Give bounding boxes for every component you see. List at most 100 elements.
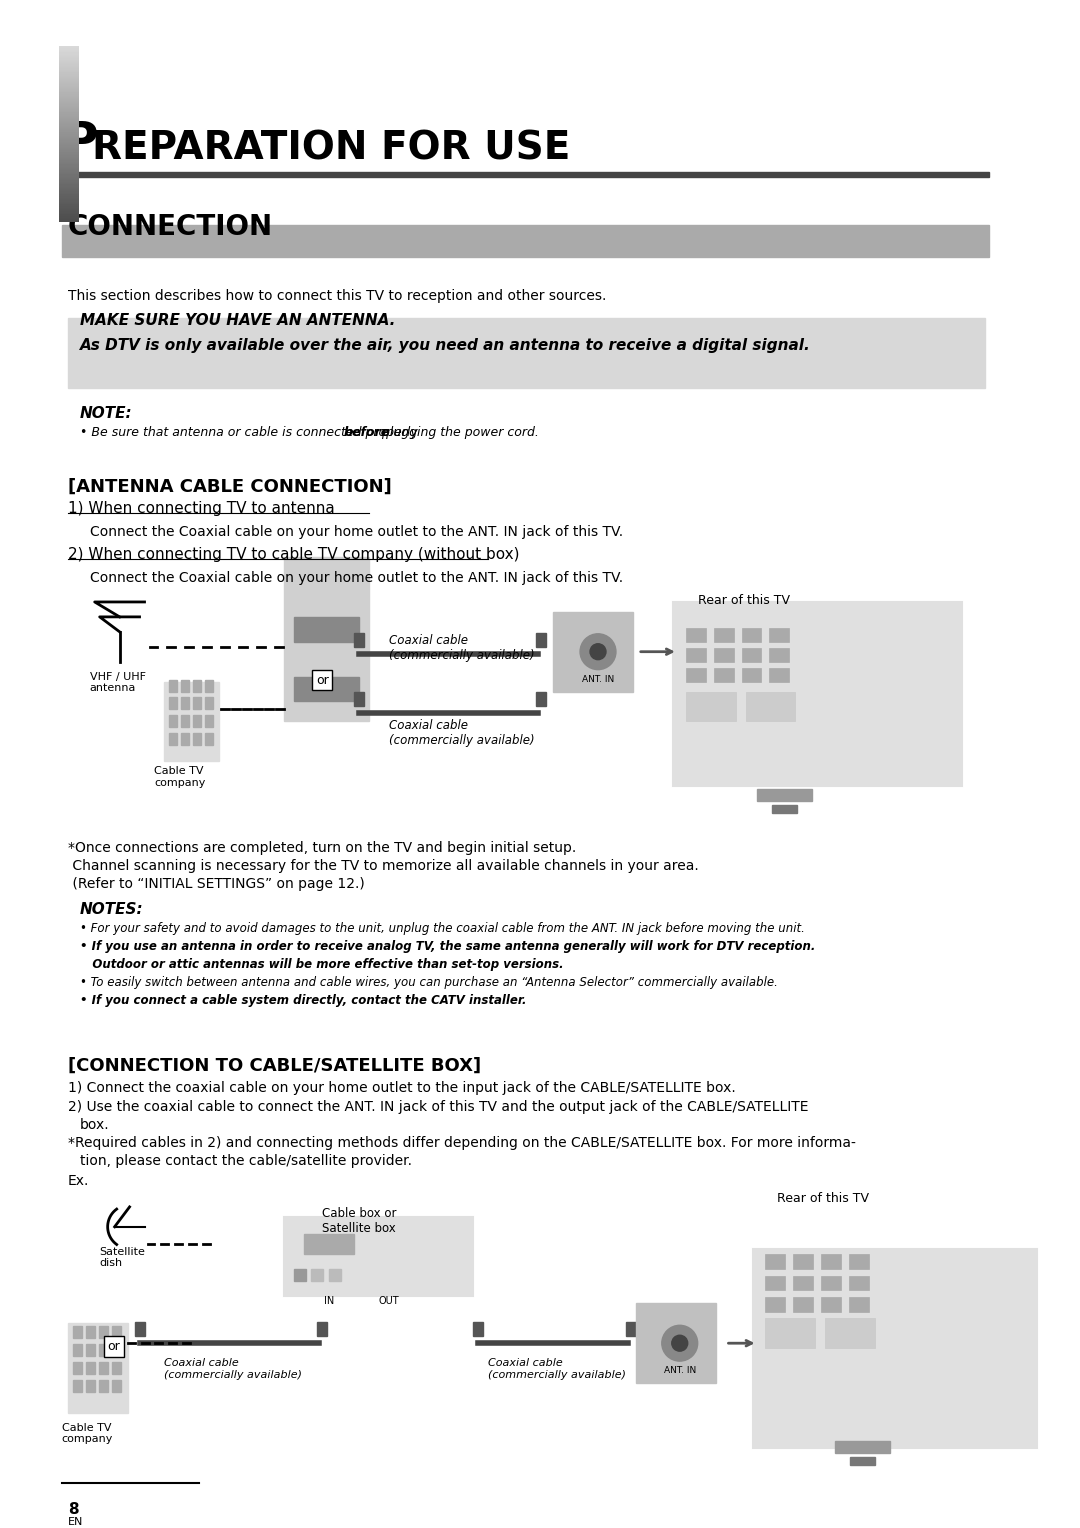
- Bar: [742, 648, 761, 662]
- Bar: [170, 733, 177, 746]
- Circle shape: [590, 643, 606, 660]
- Bar: [311, 1268, 323, 1280]
- Bar: [772, 805, 797, 813]
- Bar: [170, 697, 177, 709]
- Bar: [205, 697, 213, 709]
- Text: • If you connect a cable system directly, contact the CATV installer.: • If you connect a cable system directly…: [80, 995, 526, 1007]
- Bar: [205, 680, 213, 692]
- Text: Ex.: Ex.: [68, 1174, 90, 1189]
- Bar: [98, 1380, 108, 1392]
- Text: Coaxial cable
(commercially available): Coaxial cable (commercially available): [389, 720, 535, 747]
- Bar: [714, 628, 733, 642]
- Text: [CONNECTION TO CABLE/SATELLITE BOX]: [CONNECTION TO CABLE/SATELLITE BOX]: [68, 1057, 481, 1074]
- Bar: [329, 1268, 341, 1280]
- Text: 2) Use the coaxial cable to connect the ANT. IN jack of this TV and the output j: 2) Use the coaxial cable to connect the …: [68, 1100, 808, 1114]
- Text: before: before: [343, 426, 390, 439]
- Text: 1) Connect the coaxial cable on your home outlet to the input jack of the CABLE/: 1) Connect the coaxial cable on your hom…: [68, 1080, 735, 1094]
- Bar: [316, 1322, 327, 1337]
- Bar: [98, 1326, 108, 1339]
- Bar: [354, 692, 364, 706]
- Bar: [742, 668, 761, 681]
- Bar: [769, 668, 789, 681]
- Bar: [181, 697, 189, 709]
- Bar: [536, 633, 546, 646]
- Bar: [766, 1253, 785, 1268]
- Bar: [769, 628, 789, 642]
- Bar: [85, 1345, 95, 1357]
- Text: This section describes how to connect this TV to reception and other sources.: This section describes how to connect th…: [68, 289, 606, 303]
- Text: ANT. IN: ANT. IN: [663, 1366, 696, 1375]
- Bar: [473, 1322, 484, 1337]
- Bar: [62, 225, 988, 257]
- Bar: [193, 697, 201, 709]
- Bar: [111, 1345, 121, 1357]
- Text: NOTES:: NOTES:: [80, 903, 144, 917]
- Text: Cable TV
company: Cable TV company: [62, 1423, 113, 1444]
- Bar: [686, 648, 705, 662]
- Text: EN: EN: [68, 1517, 83, 1528]
- Text: REPARATION FOR USE: REPARATION FOR USE: [92, 130, 570, 167]
- Text: NOTE:: NOTE:: [80, 406, 133, 420]
- Text: Satellite
dish: Satellite dish: [99, 1247, 146, 1268]
- Bar: [303, 1233, 354, 1253]
- Text: MAKE SURE YOU HAVE AN ANTENNA.: MAKE SURE YOU HAVE AN ANTENNA.: [80, 313, 395, 329]
- Bar: [193, 680, 201, 692]
- Bar: [181, 715, 189, 727]
- Bar: [835, 1441, 890, 1453]
- Bar: [553, 611, 633, 692]
- Bar: [742, 628, 761, 642]
- Bar: [821, 1253, 841, 1268]
- Text: box.: box.: [80, 1118, 109, 1132]
- Circle shape: [580, 634, 616, 669]
- Circle shape: [662, 1325, 698, 1361]
- Bar: [68, 318, 985, 388]
- Bar: [62, 173, 988, 177]
- Text: As DTV is only available over the air, you need an antenna to receive a digital : As DTV is only available over the air, y…: [80, 338, 810, 353]
- Text: Channel scanning is necessary for the TV to memorize all available channels in y: Channel scanning is necessary for the TV…: [68, 859, 699, 872]
- Bar: [673, 602, 962, 785]
- Bar: [111, 1326, 121, 1339]
- Text: Outdoor or attic antennas will be more effective than set-top versions.: Outdoor or attic antennas will be more e…: [80, 958, 564, 972]
- Text: *Required cables in 2) and connecting methods differ depending on the CABLE/SATE: *Required cables in 2) and connecting me…: [68, 1137, 855, 1151]
- Bar: [821, 1276, 841, 1291]
- Bar: [849, 1253, 869, 1268]
- Bar: [766, 1297, 785, 1313]
- Bar: [205, 715, 213, 727]
- Text: • For your safety and to avoid damages to the unit, unplug the coaxial cable fro: • For your safety and to avoid damages t…: [80, 923, 805, 935]
- Bar: [794, 1276, 813, 1291]
- Bar: [284, 558, 368, 721]
- Bar: [181, 680, 189, 692]
- Text: IN: IN: [324, 1296, 334, 1306]
- Bar: [205, 733, 213, 746]
- Bar: [714, 668, 733, 681]
- Bar: [294, 677, 359, 701]
- Bar: [98, 1345, 108, 1357]
- Bar: [714, 648, 733, 662]
- Bar: [849, 1276, 869, 1291]
- Text: P: P: [62, 119, 98, 167]
- Bar: [825, 1319, 875, 1348]
- Bar: [284, 1216, 473, 1296]
- Bar: [170, 680, 177, 692]
- Text: • If you use an antenna in order to receive analog TV, the same antenna generall: • If you use an antenna in order to rece…: [80, 940, 815, 953]
- Bar: [686, 628, 705, 642]
- Bar: [72, 1345, 82, 1357]
- Text: • Be sure that antenna or cable is connected properly: • Be sure that antenna or cable is conne…: [80, 426, 421, 439]
- Bar: [794, 1297, 813, 1313]
- Text: 8: 8: [68, 1502, 79, 1517]
- Bar: [72, 1361, 82, 1374]
- Bar: [85, 1380, 95, 1392]
- Text: 1) When connecting TV to antenna: 1) When connecting TV to antenna: [68, 501, 335, 516]
- Text: (Refer to “INITIAL SETTINGS” on page 12.): (Refer to “INITIAL SETTINGS” on page 12.…: [68, 877, 365, 891]
- Text: • To easily switch between antenna and cable wires, you can purchase an “Antenna: • To easily switch between antenna and c…: [80, 976, 778, 989]
- Bar: [821, 1297, 841, 1313]
- Text: Connect the Coaxial cable on your home outlet to the ANT. IN jack of this TV.: Connect the Coaxial cable on your home o…: [90, 571, 623, 585]
- Bar: [68, 1323, 127, 1413]
- Bar: [686, 692, 735, 721]
- Bar: [68, 403, 985, 458]
- Bar: [111, 1361, 121, 1374]
- Bar: [766, 1276, 785, 1291]
- Bar: [193, 733, 201, 746]
- Bar: [354, 633, 364, 646]
- Text: Rear of this TV: Rear of this TV: [698, 594, 789, 607]
